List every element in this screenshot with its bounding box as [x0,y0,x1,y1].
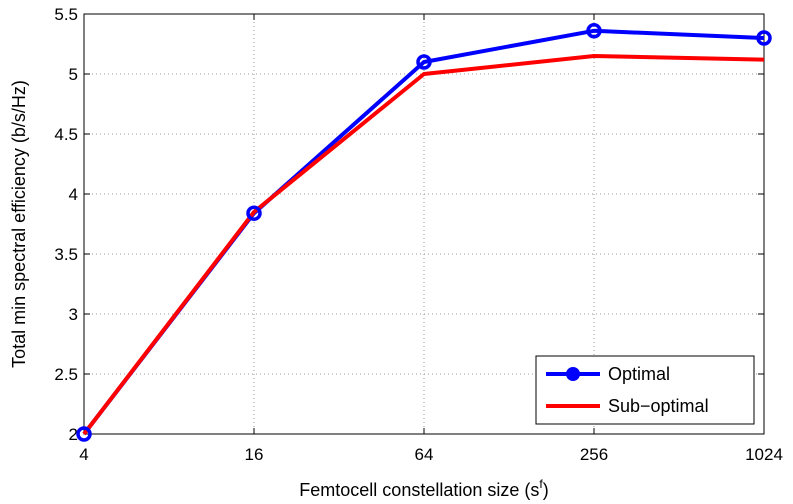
x-axis-label-close: ) [543,480,549,500]
x-tick-label: 16 [245,445,264,464]
y-tick-label: 2.5 [54,365,78,384]
data-point-optimal [76,426,92,442]
y-tick-label: 4.5 [54,125,78,144]
x-tick-label: 64 [415,445,434,464]
series-line-sub-optimal [82,54,765,436]
legend-marker [566,367,580,381]
y-tick-label: 3.5 [54,245,78,264]
legend: Optimal Sub−optimal [535,355,755,425]
x-tick-label: 256 [580,445,608,464]
data-point-optimal [586,23,602,39]
x-tick-label: 4 [79,445,88,464]
y-axis-label: Total min spectral efficiency (b/s/Hz) [9,80,29,368]
x-tick-label: 1024 [745,445,783,464]
y-tick-label: 3 [69,305,78,324]
x-axis-label-main: Femtocell constellation size (s [299,480,539,500]
y-tick-label: 2 [69,425,78,444]
data-point-optimal [246,205,262,221]
data-point-optimal [416,54,432,70]
x-axis-label: Femtocell constellation size (sf) [299,477,548,500]
legend-label: Sub−optimal [608,396,709,416]
y-tick-label: 5 [69,65,78,84]
legend-label: Optimal [608,364,670,384]
y-tick-label: 5.5 [54,5,78,24]
tick-layer: 4 16 64 256 1024 2 2.5 3 3.5 4 4.5 5 5.5 [54,5,783,464]
series-layer [76,23,772,442]
x-axis-label-superscript: f [539,477,543,491]
y-tick-label: 4 [69,185,78,204]
data-point-optimal [756,30,772,46]
